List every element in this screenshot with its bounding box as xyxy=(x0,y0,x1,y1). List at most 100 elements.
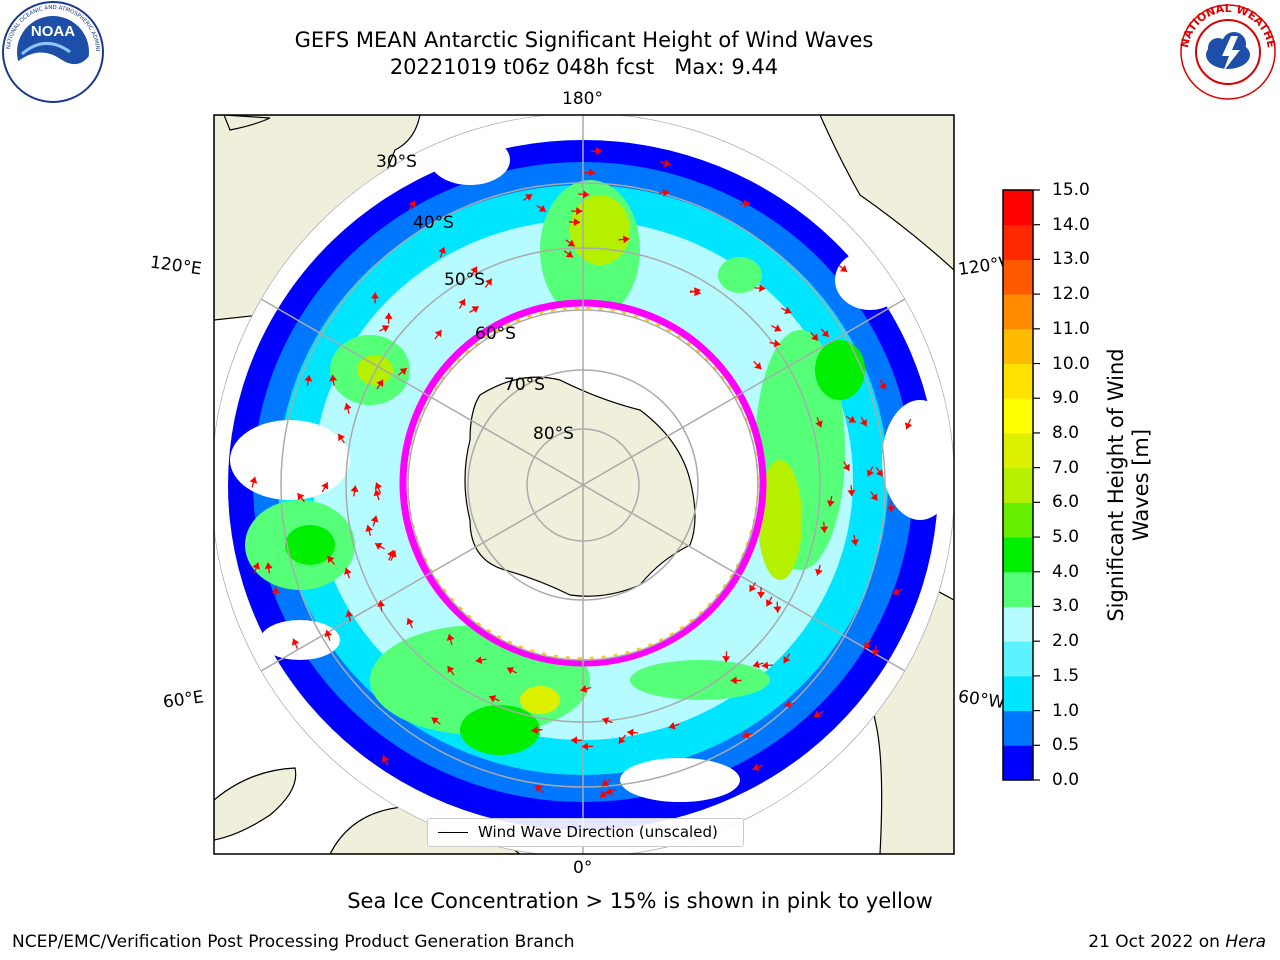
wind-arrow-head xyxy=(866,469,875,477)
wind-arrow-head xyxy=(291,638,300,646)
colorbar-tick-label: 15.0 xyxy=(1052,180,1090,200)
wind-arrow-head xyxy=(458,298,466,307)
colorbar-tick-label: 3.0 xyxy=(1052,596,1080,617)
lon-label-0: 0° xyxy=(573,858,593,878)
wind-arrow-head xyxy=(580,685,588,693)
map-frame xyxy=(213,114,955,855)
wind-arrow-head xyxy=(373,489,382,497)
wind-arrow-head xyxy=(343,567,352,575)
wind-arrow-head xyxy=(375,542,383,550)
wind-arrow-head xyxy=(525,194,533,201)
wind-arrow-head xyxy=(826,500,835,507)
wind-arrow-head xyxy=(297,493,305,501)
wind-arrow-head xyxy=(761,661,769,670)
wind-arrow-head xyxy=(329,374,338,382)
lat-label-60s: 60°S xyxy=(475,324,516,344)
footer-branch: NCEP/EMC/Verification Post Processing Pr… xyxy=(12,932,575,952)
wind-arrow-head xyxy=(864,641,872,649)
wind-arrow-head xyxy=(756,592,765,599)
wind-arrow-head xyxy=(860,419,868,427)
wind-arrow-head xyxy=(904,422,913,430)
wind-arrow-head xyxy=(471,306,479,314)
wind-arrow-head xyxy=(693,288,701,296)
lon-label-180: 180° xyxy=(562,89,603,109)
noaa-logo-text: NOAA xyxy=(31,23,75,40)
colorbar-tick-label: 11.0 xyxy=(1052,318,1090,339)
chart-title: GEFS MEAN Antarctic Significant Height o… xyxy=(294,28,874,52)
wind-arrow-head xyxy=(381,755,390,763)
wind-arrow-head xyxy=(848,415,856,423)
wind-arrow-head xyxy=(663,159,671,168)
wind-arrow-head xyxy=(271,586,280,593)
colorbar-segment xyxy=(1003,363,1033,399)
wind-arrow-head xyxy=(506,667,515,675)
wind-arrow-head xyxy=(759,284,766,293)
colorbar-segment xyxy=(1003,259,1033,295)
wind-arrow-head xyxy=(304,375,313,382)
wind-arrow-head xyxy=(381,325,389,333)
wind-arrow-head xyxy=(406,618,414,626)
colorbar-segment xyxy=(1003,641,1033,677)
wind-wave-arrows xyxy=(249,147,913,798)
wind-arrow-head xyxy=(489,695,497,703)
wind-arrow-head xyxy=(783,655,791,664)
wind-arrow-head xyxy=(345,610,354,618)
colorbar-tick-label: 1.5 xyxy=(1052,665,1080,686)
wind-arrow-head xyxy=(324,630,333,638)
wind-arrow-head xyxy=(447,665,455,674)
wind-arrow-head xyxy=(535,785,543,793)
wind-arrow-head xyxy=(730,676,737,685)
lat-label-40s: 40°S xyxy=(413,213,454,233)
wind-arrow-head xyxy=(438,247,446,255)
footer-date: 21 Oct 2022 on Hera xyxy=(1088,932,1266,952)
wind-arrow-head xyxy=(371,292,380,299)
colorbar-tick-label: 7.0 xyxy=(1052,457,1080,478)
wind-arrow-head xyxy=(742,730,750,739)
colorbar-tick-label: 4.0 xyxy=(1052,561,1080,582)
lat-label-50s: 50°S xyxy=(444,270,485,290)
colorbar-segment xyxy=(1003,537,1033,573)
wind-arrow-head xyxy=(384,312,393,319)
wind-arrow-head xyxy=(749,584,757,592)
wind-arrow-head xyxy=(350,485,359,493)
wind-arrow-head xyxy=(722,656,731,663)
chart-subtitle: 20221019 t06z 048h fcst Max: 9.44 xyxy=(389,55,779,79)
map-legend: Wind Wave Direction (unscaled) xyxy=(427,818,744,847)
wind-arrow-head xyxy=(875,469,883,477)
wind-arrow-head xyxy=(431,717,439,725)
wind-arrow-head xyxy=(815,568,823,576)
wind-arrow-head xyxy=(264,562,273,570)
wind-arrow-head xyxy=(815,420,823,428)
wind-arrow-head xyxy=(399,368,407,376)
wind-arrow-head xyxy=(871,649,880,657)
wind-arrow-head xyxy=(485,278,492,286)
wind-arrow-head xyxy=(743,199,751,208)
noaa-logo-icon: NOAA NATIONAL OCEANIC AND ATMOSPHERIC AD… xyxy=(0,0,104,103)
lat-label-80s: 80°S xyxy=(533,424,574,444)
wind-arrow-head xyxy=(376,379,384,387)
lat-label-30s: 30°S xyxy=(376,152,417,172)
wind-arrow-head xyxy=(850,539,859,546)
colorbar-segment xyxy=(1003,467,1033,503)
colorbar-tick-label: 14.0 xyxy=(1052,214,1090,235)
wind-arrow-head xyxy=(773,339,781,348)
wind-arrow-head xyxy=(573,218,581,227)
wind-arrow-head xyxy=(879,382,887,390)
colorbar-tick-label: 8.0 xyxy=(1052,422,1080,443)
legend-line-swatch xyxy=(438,832,468,833)
colorbar-tick-label: 12.0 xyxy=(1052,284,1090,305)
graticule xyxy=(214,115,954,854)
colorbar-tick-label: 9.0 xyxy=(1052,388,1080,409)
colorbar-frame xyxy=(1002,189,1034,781)
wind-arrow-head xyxy=(581,742,589,751)
wind-arrow-head xyxy=(408,200,416,208)
wind-arrow-head xyxy=(821,329,829,337)
wind-arrow-head xyxy=(774,324,782,332)
wind-arrow-head xyxy=(599,790,608,798)
colorbar-segment xyxy=(1003,710,1033,746)
wind-arrow-head xyxy=(602,717,610,725)
colorbar-segment xyxy=(1003,328,1033,365)
wind-arrow-head xyxy=(754,362,762,370)
colorbar-segment xyxy=(1003,190,1033,226)
